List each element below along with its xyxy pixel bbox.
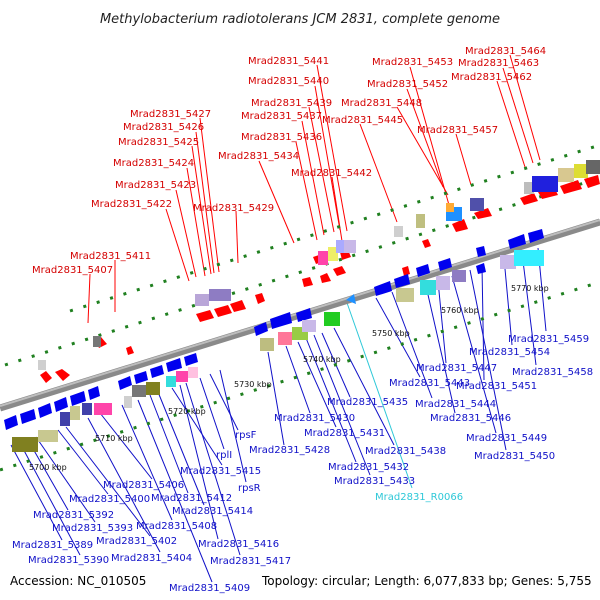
- kbp-label: 5700 kbp: [29, 463, 67, 472]
- gene-label: Mrad2831_5452: [367, 79, 448, 90]
- gene-label: Mrad2831_5404: [111, 553, 192, 564]
- gene-label: Mrad2831_5437: [241, 111, 322, 122]
- gene-label: rpsF: [235, 430, 257, 441]
- gene-label: Mrad2831_5458: [512, 367, 593, 378]
- reverse-strand-features: [4, 229, 544, 452]
- gene-label: Mrad2831_5416: [198, 539, 279, 550]
- gene-label: Mrad2831_5389: [12, 540, 93, 551]
- kbp-label: 5740 kbp: [303, 355, 341, 364]
- gene-label: Mrad2831_5393: [52, 523, 133, 534]
- gene-label: Mrad2831_5457: [417, 125, 498, 136]
- gene-label: Mrad2831_5431: [304, 428, 385, 439]
- forward-strand-features: [38, 160, 600, 383]
- gene-label: Mrad2831_5425: [118, 137, 199, 148]
- gene-label: Mrad2831_5463: [458, 58, 539, 69]
- gene-label: Mrad2831_5441: [248, 56, 329, 67]
- gene-label: Mrad2831_5392: [33, 510, 114, 521]
- gene-label: Mrad2831_5442: [291, 168, 372, 179]
- kbp-label: 5710 kbp: [95, 434, 133, 443]
- gene-label: Mrad2831_5390: [28, 555, 109, 566]
- gene-label: Mrad2831_5415: [180, 466, 261, 477]
- rna-leader-line: [345, 299, 413, 489]
- gene-label: Mrad2831_5449: [466, 433, 547, 444]
- gene-label: Mrad2831_5411: [70, 251, 151, 262]
- bottom-leader-lines: [10, 247, 547, 583]
- gene-label: Mrad2831_5422: [91, 199, 172, 210]
- gene-label: Mrad2831_5454: [469, 347, 550, 358]
- gene-label: Mrad2831_5402: [96, 536, 177, 547]
- gene-label: Mrad2831_5462: [451, 72, 532, 83]
- gene-label: Mrad2831_5435: [327, 397, 408, 408]
- kbp-labels: 5700 kbp 5710 kbp 5720 kbp 5730 kbp 5740…: [29, 284, 549, 472]
- bottom-gene-labels: Mrad2831_5389 Mrad2831_5390 Mrad2831_539…: [12, 334, 593, 594]
- topology-text: Topology: circular; Length: 6,077,833 bp…: [261, 574, 592, 588]
- kbp-label: 5750 kbp: [372, 329, 410, 338]
- top-gene-labels: Mrad2831_5407 Mrad2831_5411 Mrad2831_542…: [32, 46, 546, 276]
- gene-label: Mrad2831_5464: [465, 46, 546, 57]
- gene-label: Mrad2831_5414: [172, 506, 253, 517]
- kbp-label: 5760 kbp: [441, 306, 479, 315]
- gene-label: Mrad2831_5440: [248, 76, 329, 87]
- gene-label: Mrad2831_5409: [169, 583, 250, 594]
- map-title: Methylobacterium radiotolerans JCM 2831,…: [100, 12, 500, 27]
- gene-label: Mrad2831_5424: [113, 158, 194, 169]
- gene-label: Mrad2831_5433: [334, 476, 415, 487]
- gene-label: Mrad2831_5445: [322, 115, 403, 126]
- gene-label: Mrad2831_5451: [456, 381, 537, 392]
- gene-label: Mrad2831_5434: [218, 151, 299, 162]
- gene-label: Mrad2831_5446: [430, 413, 511, 424]
- gene-label: Mrad2831_5426: [123, 122, 204, 133]
- gene-label: Mrad2831_5450: [474, 451, 555, 462]
- accession-text: Accession: NC_010505: [10, 574, 146, 588]
- gene-label: Mrad2831_5432: [328, 462, 409, 473]
- kbp-label: 5770 kbp: [511, 284, 549, 293]
- gene-label: rpsR: [238, 483, 261, 494]
- gene-label: rplI: [216, 450, 232, 461]
- outer-tick-ring: [4, 143, 600, 367]
- gene-label: Mrad2831_5438: [365, 446, 446, 457]
- top-leader-lines: [87, 54, 541, 324]
- gene-label: Mrad2831_5459: [508, 334, 589, 345]
- gene-label: Mrad2831_5447: [416, 363, 497, 374]
- gene-label: Mrad2831_5428: [249, 445, 330, 456]
- gene-label: Mrad2831_5427: [130, 109, 211, 120]
- gene-label: Mrad2831_5407: [32, 265, 113, 276]
- gene-label: Mrad2831_5408: [136, 521, 217, 532]
- gene-label: Mrad2831_5406: [103, 480, 184, 491]
- gene-label: Mrad2831_5439: [251, 98, 332, 109]
- gene-label: Mrad2831_5444: [415, 399, 496, 410]
- gene-label: Mrad2831_5423: [115, 180, 196, 191]
- gene-label: Mrad2831_5443: [389, 378, 470, 389]
- gene-label: Mrad2831_5400: [69, 494, 150, 505]
- gene-label: Mrad2831_5453: [372, 57, 453, 68]
- gene-label: Mrad2831_5430: [274, 413, 355, 424]
- gene-label: Mrad2831_5436: [241, 132, 322, 143]
- gene-label: Mrad2831_5448: [341, 98, 422, 109]
- gene-label: Mrad2831_5429: [193, 203, 274, 214]
- rna-gene-label: Mrad2831_R0066: [375, 492, 463, 503]
- kbp-label: 5730 kbp: [234, 380, 272, 389]
- kbp-label: 5720 kbp: [168, 407, 206, 416]
- gene-label: Mrad2831_5412: [151, 493, 232, 504]
- gene-label: Mrad2831_5417: [210, 556, 291, 567]
